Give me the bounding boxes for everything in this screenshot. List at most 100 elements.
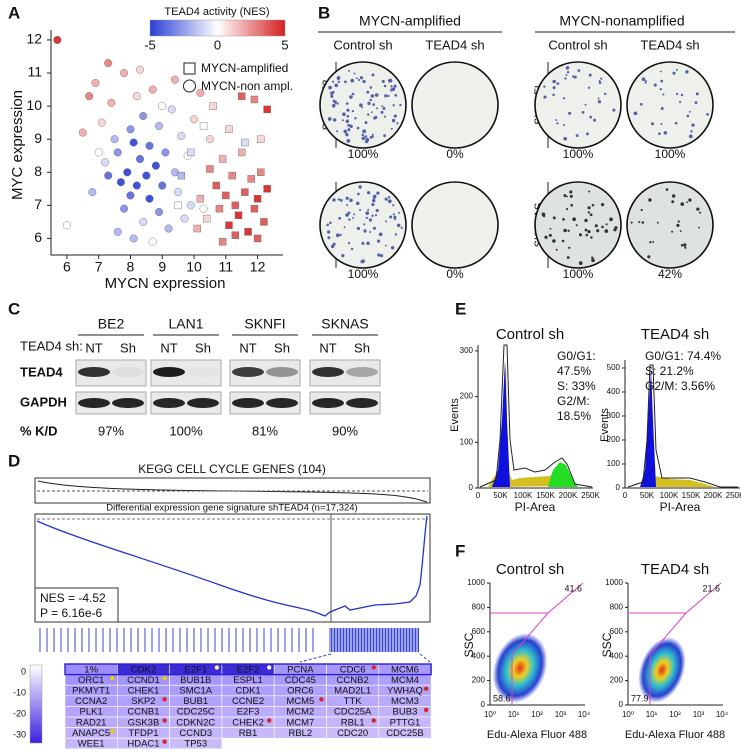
gene-name: PTTG1 (390, 717, 421, 728)
group-title: MYCN-nonamplified (559, 13, 684, 29)
colony (369, 98, 372, 102)
point-amplified (250, 95, 259, 104)
x-tick-label: 200K (559, 491, 578, 500)
colony (671, 230, 674, 233)
colony (684, 246, 687, 249)
colony (690, 130, 693, 133)
colony (552, 239, 556, 243)
colony (556, 122, 559, 125)
y-label: Events (449, 398, 461, 432)
colony (343, 226, 346, 229)
colony (331, 80, 335, 83)
colony (350, 247, 354, 251)
y-tick-label: 1000 (605, 578, 623, 587)
gene-name: MCM2 (286, 707, 314, 718)
point-non-amplified (155, 121, 164, 130)
colony (638, 220, 641, 223)
x-tick-label: 0 (623, 491, 628, 500)
gene-name: CHEK2 (232, 717, 264, 728)
stat-text: 47.5% (557, 364, 591, 378)
blot-box (229, 391, 301, 415)
colony (572, 217, 576, 222)
point-non-amplified (180, 214, 189, 223)
plate (319, 181, 407, 269)
blot-label: TEAD4 (20, 364, 63, 379)
column-header: TEAD4 sh (425, 37, 484, 52)
x-tick-label: 250K (726, 491, 741, 500)
percent-label: 100% (348, 267, 379, 281)
colony (679, 230, 682, 232)
point-non-amplified (167, 105, 176, 114)
colony (381, 79, 385, 83)
x-tick-label: 100K (514, 491, 533, 500)
x-tick-label: 6 (63, 259, 71, 275)
colony (562, 124, 565, 127)
y-tick-label: 9 (34, 130, 42, 146)
colony (652, 241, 655, 243)
colony (387, 195, 391, 199)
colony (656, 221, 659, 224)
colony (387, 199, 392, 204)
colony (565, 207, 569, 211)
plate (411, 61, 499, 149)
y-tick-label: 0 (481, 700, 486, 709)
gene-name: CDKN2C (176, 717, 215, 728)
colony (548, 233, 552, 237)
colony (365, 216, 368, 220)
point-amplified (225, 221, 233, 229)
colony (400, 226, 403, 229)
colony (366, 241, 370, 246)
colony (351, 109, 355, 113)
condition: Sh (120, 340, 136, 355)
point-non-amplified (101, 158, 110, 167)
colony (591, 256, 594, 259)
colony (356, 226, 361, 231)
colony (349, 198, 353, 202)
colony (698, 226, 700, 229)
band (346, 367, 378, 377)
colony (375, 208, 379, 213)
x-tick-label: 10² (669, 710, 681, 719)
percent-label: 42% (658, 267, 682, 281)
colony (327, 230, 331, 234)
colony (381, 105, 384, 108)
colony (563, 228, 567, 233)
blot-box (75, 391, 147, 415)
gene-star (162, 718, 167, 723)
colony (680, 244, 684, 247)
gene-name: CCNB2 (337, 675, 369, 686)
colony (374, 115, 378, 119)
colony (348, 218, 351, 221)
gene-star (109, 675, 115, 681)
point-amplified (193, 224, 201, 233)
point-non-amplified (107, 98, 116, 107)
colony (394, 233, 398, 236)
colony (393, 114, 397, 118)
gene-name: BUB1B (180, 675, 211, 686)
gene-name: ORC6 (287, 686, 313, 697)
gate-value: 58.6 (493, 693, 511, 703)
colony (363, 223, 366, 226)
colony (677, 220, 680, 223)
point-non-amplified (155, 207, 164, 216)
x-tick-label: 150K (682, 491, 701, 500)
colony (552, 216, 556, 220)
colony (577, 69, 581, 72)
colony (575, 224, 578, 227)
colony (362, 129, 367, 134)
colony (680, 202, 685, 206)
colony (346, 138, 351, 143)
gene-name: RBL1 (341, 717, 365, 728)
point-amplified (218, 238, 227, 246)
heat-tick: 0 (21, 666, 26, 676)
y-tick-label: 600 (610, 627, 624, 636)
colony (336, 102, 339, 105)
colony (686, 114, 690, 118)
colony (585, 132, 589, 136)
y-label: MYC expression (9, 90, 26, 200)
colony (351, 216, 354, 219)
y-tick-label: 400 (610, 651, 624, 660)
column-header: TEAD4 sh (640, 37, 699, 52)
colony (584, 218, 588, 223)
